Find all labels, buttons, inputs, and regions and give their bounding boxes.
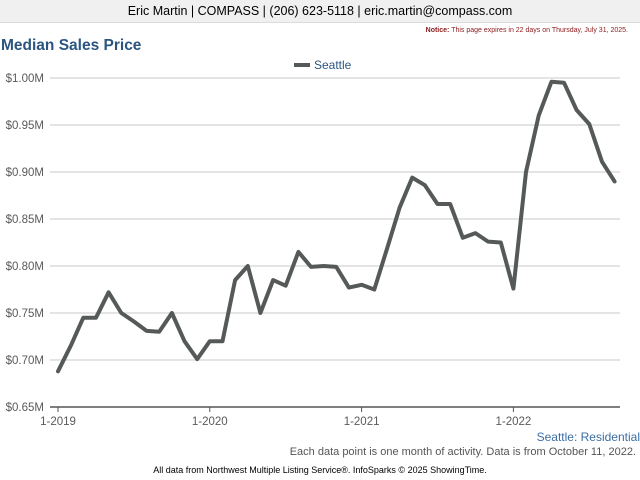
data-point[interactable] — [284, 284, 288, 288]
x-tick-label: 1-2020 — [192, 416, 228, 428]
data-point[interactable] — [537, 114, 541, 118]
data-point[interactable] — [436, 202, 440, 206]
data-point[interactable] — [398, 206, 402, 210]
y-tick-label: $0.75M — [6, 308, 44, 320]
chart-series — [56, 79, 617, 374]
data-point[interactable] — [360, 283, 364, 287]
data-point[interactable] — [385, 247, 389, 251]
data-point[interactable] — [208, 339, 212, 343]
data-point[interactable] — [511, 287, 515, 291]
data-point[interactable] — [246, 264, 250, 268]
y-axis: $0.65M $0.70M $0.75M $0.80M $0.85M $0.90M $0.9… — [6, 73, 44, 414]
data-point[interactable] — [94, 316, 98, 320]
contact-header: Eric Martin | COMPASS | (206) 623-5118 |… — [0, 0, 640, 23]
data-point[interactable] — [145, 329, 149, 333]
data-point[interactable] — [587, 122, 591, 126]
y-tick-label: $0.95M — [6, 120, 44, 132]
series-line-seattle — [56, 79, 617, 374]
data-point[interactable] — [322, 264, 326, 268]
notice-text: This page expires in 22 days on Thursday… — [451, 27, 628, 34]
y-tick-label: $0.90M — [6, 167, 44, 179]
data-point[interactable] — [119, 311, 123, 315]
data-point[interactable] — [372, 288, 376, 292]
expiry-notice: Notice: This page expires in 22 days on … — [426, 27, 628, 34]
data-point[interactable] — [423, 183, 427, 187]
chart-legend: Seattle — [294, 58, 352, 72]
x-tick-label: 1-2021 — [344, 416, 380, 428]
y-tick-label: $0.70M — [6, 355, 44, 367]
x-tick-label: 1-2019 — [40, 416, 76, 428]
data-point[interactable] — [258, 311, 262, 315]
data-point[interactable] — [132, 319, 136, 323]
data-point[interactable] — [575, 108, 579, 112]
data-point[interactable] — [309, 265, 313, 269]
data-point[interactable] — [107, 290, 111, 294]
data-point[interactable] — [486, 240, 490, 244]
data-point[interactable] — [347, 286, 351, 290]
series-scope-label: Seattle: Residential — [536, 430, 640, 444]
data-point[interactable] — [499, 241, 503, 245]
y-tick-label: $0.85M — [6, 214, 44, 226]
data-point[interactable] — [56, 369, 60, 373]
legend-label: Seattle — [314, 58, 352, 72]
notice-label: Notice: — [425, 27, 450, 34]
y-tick-label: $1.00M — [6, 73, 44, 85]
data-point[interactable] — [473, 231, 477, 235]
data-point[interactable] — [600, 160, 604, 164]
data-point[interactable] — [410, 176, 414, 180]
data-note: Each data point is one month of activity… — [289, 446, 636, 458]
data-point[interactable] — [183, 339, 187, 343]
data-point[interactable] — [69, 344, 73, 348]
data-point[interactable] — [157, 330, 161, 334]
y-tick-label: $0.65M — [6, 402, 44, 414]
data-point[interactable] — [334, 265, 338, 269]
x-axis: 1-2019 1-2020 1-2021 1-2022 — [40, 407, 531, 428]
data-point[interactable] — [613, 179, 617, 183]
data-point[interactable] — [195, 357, 199, 361]
data-point[interactable] — [562, 81, 566, 85]
footer-credit: All data from Northwest Multiple Listing… — [153, 465, 487, 475]
data-point[interactable] — [296, 250, 300, 254]
contact-header-text: Eric Martin | COMPASS | (206) 623-5118 |… — [127, 4, 513, 18]
chart-title: Median Sales Price — [1, 37, 142, 54]
data-point[interactable] — [233, 278, 237, 282]
y-tick-label: $0.80M — [6, 261, 44, 273]
data-point[interactable] — [81, 316, 85, 320]
data-point[interactable] — [220, 339, 224, 343]
data-point[interactable] — [271, 278, 275, 282]
x-tick-label: 1-2022 — [495, 416, 531, 428]
chart-gridlines — [50, 77, 620, 408]
data-point[interactable] — [448, 202, 452, 206]
data-point[interactable] — [170, 311, 174, 315]
data-point[interactable] — [524, 170, 528, 174]
data-point[interactable] — [461, 236, 465, 240]
data-point[interactable] — [549, 80, 553, 84]
